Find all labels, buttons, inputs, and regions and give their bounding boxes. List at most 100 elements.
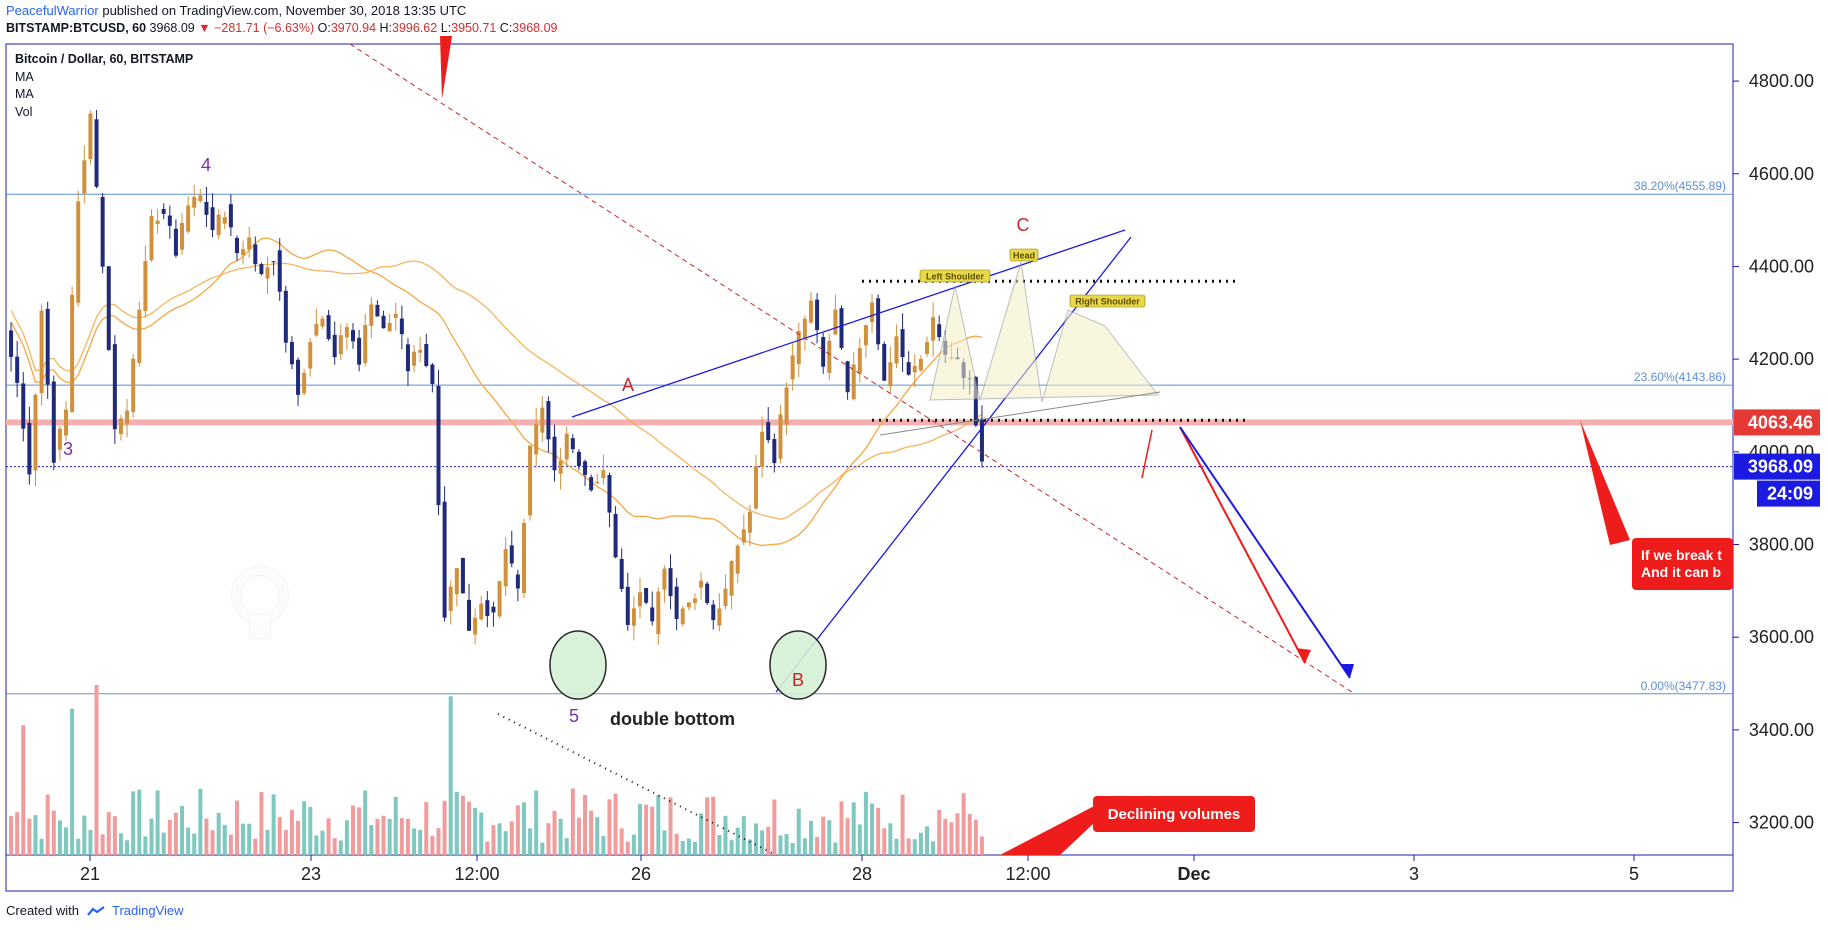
tradingview-link[interactable]: TradingView (112, 903, 184, 918)
candle-body (735, 545, 740, 574)
volume-bar (143, 836, 148, 855)
legend-item-vol[interactable]: Vol (15, 104, 33, 119)
y-tick-label: 4200.00 (1749, 349, 1814, 369)
candle-body (833, 309, 838, 335)
candle-body (412, 351, 417, 366)
head-shoulders-neckline (879, 391, 1161, 436)
candle-body (540, 407, 545, 433)
candle-body (528, 445, 533, 516)
countdown-box (1757, 480, 1820, 507)
volume-bar (747, 839, 752, 855)
candle-body (125, 410, 130, 424)
volume-bar (644, 804, 649, 855)
x-tick-label: 23 (301, 864, 321, 884)
left-shoulder-label: Left Shoulder (926, 272, 984, 282)
candle-body (766, 422, 771, 441)
volume-bar (289, 809, 294, 855)
candle-body (198, 195, 203, 202)
volume-bar (851, 802, 856, 855)
volume-bar (357, 807, 362, 855)
candle-body (808, 300, 813, 323)
volume-bar (314, 835, 319, 855)
price-tag-support-box (1734, 409, 1820, 436)
candle-body (515, 574, 520, 589)
volume-bar (222, 824, 227, 855)
volume-bar (137, 789, 142, 855)
candle-body (424, 343, 429, 366)
candle-body (405, 344, 410, 372)
volume-bar (821, 816, 826, 855)
volume-bar (882, 828, 887, 855)
candle-body (644, 587, 649, 603)
candle-body (521, 522, 526, 594)
volume-bar (265, 829, 270, 855)
volume-bar (729, 840, 734, 855)
volume-bar (131, 791, 136, 855)
candle-body (228, 204, 233, 228)
volume-bar (802, 838, 807, 855)
candle-body (161, 209, 166, 214)
volume-bar (277, 817, 282, 855)
candle-body (15, 356, 20, 383)
candle-body (167, 215, 172, 226)
publish-header: PeacefulWarrior published on TradingView… (6, 3, 466, 18)
volume-bar (180, 806, 185, 855)
candle-body (674, 586, 679, 620)
high-value: 3996.62 (392, 21, 438, 35)
volume-bar (900, 794, 905, 855)
volume-bar (576, 817, 581, 855)
candle-body (692, 598, 697, 604)
volume-bar (387, 818, 392, 855)
y-tick-label: 3600.00 (1749, 627, 1814, 647)
candle-body (894, 336, 899, 364)
candle-body (210, 207, 215, 231)
wave-label-5: 5 (569, 706, 579, 726)
volume-bar (564, 838, 569, 855)
candle-body (534, 424, 539, 455)
x-tick-label: 28 (852, 864, 872, 884)
volume-bar (27, 818, 32, 855)
legend-item-ma-1[interactable]: MA (15, 69, 34, 84)
candle-body (173, 228, 178, 256)
candle-body (314, 323, 319, 336)
wave-label-b: B (792, 670, 804, 690)
volume-bar (332, 838, 337, 855)
created-with-text: Created with (6, 903, 79, 918)
candle-body (595, 482, 600, 484)
volume-bar (637, 804, 642, 855)
published-text: published on TradingView.com, November 3… (102, 3, 467, 18)
candle-body (705, 583, 710, 603)
candle-body (39, 310, 44, 394)
volume-bar (21, 725, 26, 855)
candle-body (760, 431, 765, 468)
volume-bar (723, 815, 728, 855)
candle-body (552, 436, 557, 471)
volume-bar (302, 801, 307, 855)
volume-bar (674, 833, 679, 855)
candle-body (332, 334, 337, 358)
candle-body (369, 304, 374, 326)
countdown-label: 24:09 (1767, 484, 1813, 504)
volume-bar (546, 823, 551, 855)
volume-bar (375, 818, 380, 855)
candle-body (27, 422, 32, 475)
red-volume-pointer (1000, 802, 1110, 855)
legend-item-ma-2[interactable]: MA (15, 87, 34, 101)
volume-bar (253, 838, 258, 855)
candle-body (302, 372, 307, 394)
double-bottom-label: double bottom (610, 709, 735, 729)
volume-bar (161, 832, 166, 855)
candle-body (924, 342, 929, 354)
volume-bar (833, 842, 838, 855)
volume-bar (601, 836, 606, 855)
candle-body (320, 318, 325, 327)
candle-body (94, 119, 99, 187)
author-link[interactable]: PeacefulWarrior (6, 3, 99, 18)
candle-body (143, 261, 148, 312)
candle-body (906, 362, 911, 375)
x-tick-label: 5 (1629, 864, 1639, 884)
candle-body (82, 160, 87, 194)
volume-bar (57, 820, 62, 855)
volume-bar (210, 830, 215, 855)
